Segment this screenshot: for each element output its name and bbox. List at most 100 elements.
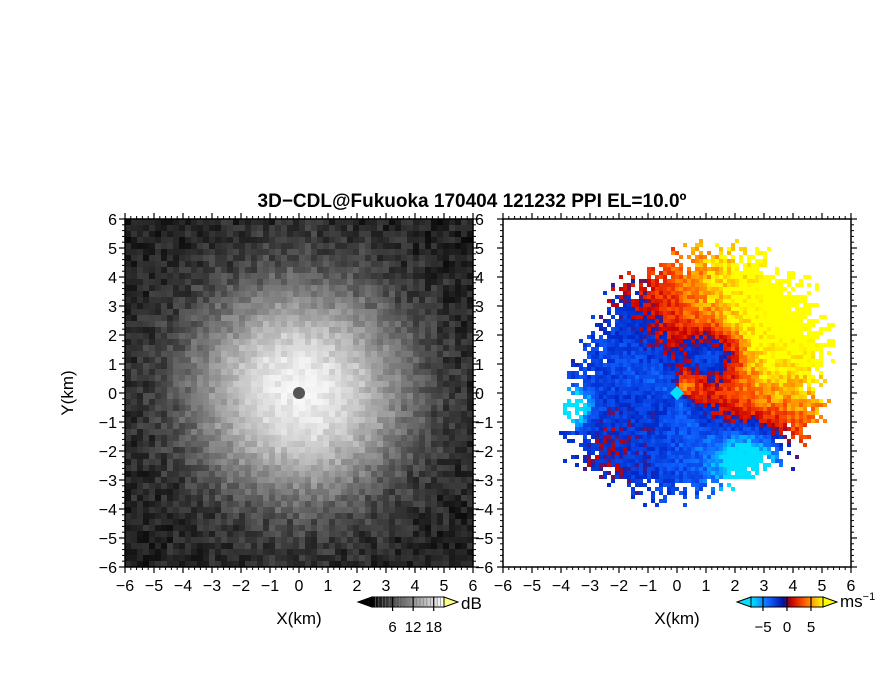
reflectivity-cell	[419, 273, 425, 279]
reflectivity-cell	[461, 273, 467, 279]
velocity-cell	[707, 331, 711, 335]
velocity-cell	[743, 311, 747, 315]
reflectivity-cell	[185, 513, 191, 519]
velocity-cell	[595, 343, 599, 347]
velocity-cell	[703, 311, 707, 315]
velocity-cell	[727, 319, 731, 323]
velocity-cell	[623, 359, 627, 363]
reflectivity-cell	[131, 375, 137, 381]
velocity-cell	[623, 339, 627, 343]
velocity-cell	[647, 291, 651, 295]
velocity-cell	[731, 335, 735, 339]
velocity-cell	[763, 331, 767, 335]
velocity-cell	[783, 347, 787, 351]
velocity-cell	[703, 359, 707, 363]
reflectivity-cell	[227, 525, 233, 531]
reflectivity-cell	[161, 291, 167, 297]
velocity-cell	[747, 259, 751, 263]
reflectivity-cell	[431, 549, 437, 555]
reflectivity-cell	[167, 501, 173, 507]
reflectivity-cell	[137, 507, 143, 513]
reflectivity-cell	[455, 369, 461, 375]
velocity-cell	[791, 355, 795, 359]
velocity-cell	[683, 315, 687, 319]
reflectivity-cell	[269, 543, 275, 549]
reflectivity-cell	[143, 477, 149, 483]
reflectivity-cell	[353, 219, 359, 225]
reflectivity-cell	[149, 237, 155, 243]
reflectivity-cell	[401, 495, 407, 501]
reflectivity-cell	[389, 549, 395, 555]
velocity-cell	[699, 307, 703, 311]
velocity-cell	[619, 275, 623, 279]
reflectivity-cell	[149, 231, 155, 237]
velocity-cell	[695, 271, 699, 275]
reflectivity-cell	[161, 435, 167, 441]
reflectivity-cell	[131, 417, 137, 423]
velocity-cell	[715, 307, 719, 311]
velocity-cell	[671, 247, 675, 251]
reflectivity-cell	[143, 459, 149, 465]
reflectivity-cell	[251, 237, 257, 243]
reflectivity-cell	[299, 237, 305, 243]
reflectivity-cell	[425, 465, 431, 471]
reflectivity-cell	[467, 459, 473, 465]
velocity-cell	[635, 323, 639, 327]
reflectivity-cell	[143, 387, 149, 393]
reflectivity-cell	[401, 543, 407, 549]
velocity-cell	[723, 359, 727, 363]
velocity-cell	[595, 351, 599, 355]
reflectivity-cell	[323, 231, 329, 237]
reflectivity-cell	[311, 549, 317, 555]
reflectivity-cell	[233, 243, 239, 249]
reflectivity-cell	[311, 219, 317, 225]
reflectivity-cell	[437, 261, 443, 267]
reflectivity-cell	[149, 393, 155, 399]
velocity-cell	[679, 271, 683, 275]
reflectivity-cell	[185, 537, 191, 543]
radar-site-marker	[293, 387, 305, 399]
reflectivity-cell	[437, 369, 443, 375]
velocity-cell	[631, 311, 635, 315]
reflectivity-cell	[377, 267, 383, 273]
velocity-cell	[579, 339, 583, 343]
reflectivity-cell	[455, 219, 461, 225]
velocity-cell	[607, 311, 611, 315]
velocity-cell	[763, 259, 767, 263]
reflectivity-cell	[341, 249, 347, 255]
reflectivity-cell	[305, 531, 311, 537]
velocity-cell	[651, 323, 655, 327]
velocity-cell	[787, 331, 791, 335]
velocity-cell	[639, 307, 643, 311]
velocity-cell	[707, 251, 711, 255]
reflectivity-cell	[431, 561, 437, 567]
reflectivity-cell	[431, 303, 437, 309]
reflectivity-cell	[425, 477, 431, 483]
velocity-cell	[611, 343, 615, 347]
velocity-cell	[735, 287, 739, 291]
velocity-cell	[723, 307, 727, 311]
velocity-cell	[783, 343, 787, 347]
reflectivity-cell	[131, 369, 137, 375]
velocity-cell	[695, 315, 699, 319]
reflectivity-cell	[155, 543, 161, 549]
velocity-cell	[623, 283, 627, 287]
reflectivity-cell	[167, 273, 173, 279]
reflectivity-cell	[317, 243, 323, 249]
reflectivity-cell	[389, 219, 395, 225]
reflectivity-cell	[461, 471, 467, 477]
velocity-cell	[779, 323, 783, 327]
velocity-cell	[787, 323, 791, 327]
reflectivity-cell	[149, 471, 155, 477]
reflectivity-cell	[173, 237, 179, 243]
velocity-cell	[687, 359, 691, 363]
velocity-cell	[699, 287, 703, 291]
reflectivity-cell	[449, 219, 455, 225]
reflectivity-cell	[143, 351, 149, 357]
reflectivity-cell	[233, 261, 239, 267]
velocity-cell	[683, 355, 687, 359]
reflectivity-cell	[461, 219, 467, 225]
velocity-cell	[611, 287, 615, 291]
velocity-cell	[703, 259, 707, 263]
reflectivity-cell	[155, 363, 161, 369]
